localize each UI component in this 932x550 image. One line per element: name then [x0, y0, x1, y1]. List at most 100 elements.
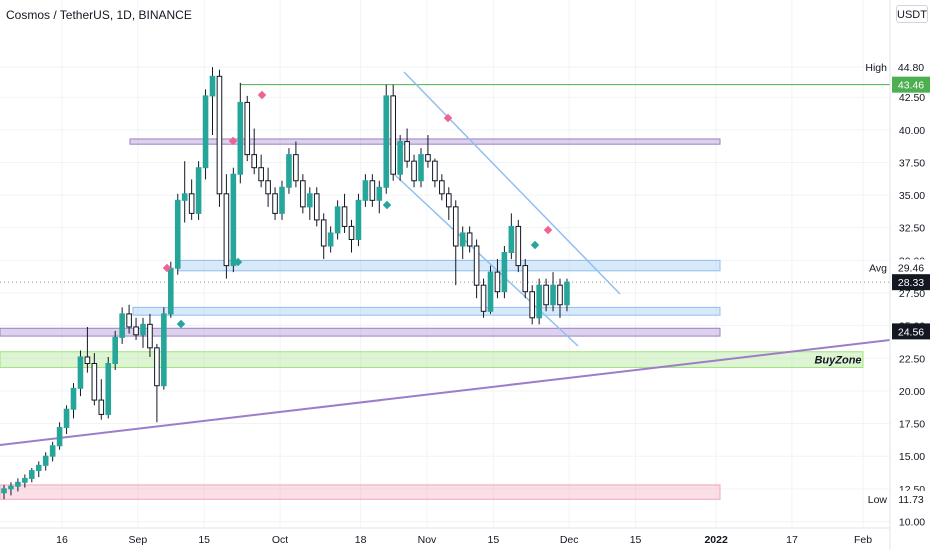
candle-body — [22, 477, 28, 483]
candle-body — [237, 101, 244, 175]
candle-body — [91, 363, 98, 401]
candle-body — [369, 180, 376, 201]
support-trendline — [0, 339, 891, 446]
y-tick-label: 27.50 — [899, 288, 925, 300]
x-tick-label: 15 — [198, 534, 210, 546]
candle-body — [404, 141, 410, 162]
candle-body — [327, 232, 334, 247]
candle-body — [466, 232, 473, 247]
x-tick-label: 15 — [487, 534, 499, 546]
price-marker-value: 44.80 — [898, 62, 924, 74]
candle-body — [49, 445, 56, 457]
candle-body — [161, 313, 167, 387]
grid — [0, 0, 890, 528]
x-tick-label: 17 — [786, 534, 798, 546]
candle-body — [293, 154, 299, 182]
candle-body — [112, 336, 119, 365]
candle-body — [522, 265, 529, 293]
candle-body — [265, 180, 271, 195]
candle-body — [313, 193, 320, 221]
candle-body — [223, 193, 230, 267]
candle-body — [480, 284, 487, 312]
y-tick-label: 15.00 — [899, 451, 925, 463]
candle-body — [154, 347, 160, 387]
candle-body — [390, 95, 396, 175]
x-tick-label: 15 — [630, 534, 642, 546]
signal-diamond — [382, 200, 392, 210]
candle-body — [8, 485, 14, 490]
candle-body — [147, 323, 153, 349]
candle-body — [98, 399, 105, 415]
candle-body — [550, 284, 556, 306]
y-tick-label: 35.00 — [899, 190, 925, 202]
signal-diamond — [228, 136, 238, 146]
price-zone — [129, 138, 721, 145]
price-marker-box — [892, 274, 930, 291]
price-marker-value: 24.56 — [898, 326, 924, 338]
candle-body — [181, 193, 188, 201]
candle-body — [244, 101, 251, 156]
price-marker-value: 11.73 — [898, 494, 924, 506]
candle-body — [126, 313, 132, 328]
price-marker-label-box — [864, 259, 888, 275]
price-marker-value: 29.46 — [898, 262, 924, 274]
candle-body — [452, 206, 459, 247]
price-marker-box — [892, 323, 930, 340]
y-tick-label: 22.50 — [899, 353, 925, 365]
candle-body — [29, 470, 35, 479]
candle-body — [258, 167, 264, 182]
signal-diamond — [257, 90, 267, 100]
price-marker-label: Low — [868, 494, 888, 506]
price-zone — [0, 351, 864, 368]
candle-body — [515, 225, 522, 267]
price-marker-box — [892, 259, 930, 276]
candle-body — [376, 186, 383, 201]
x-tick-label: Oct — [272, 534, 288, 546]
candle-body — [459, 232, 466, 247]
signal-markers — [162, 90, 553, 329]
signal-diamond — [530, 240, 540, 250]
price-marker-value: 28.33 — [898, 277, 924, 289]
candle-body — [216, 75, 223, 195]
candle-body — [105, 363, 112, 415]
price-zone — [0, 484, 721, 500]
price-marker-label: Avg — [869, 262, 887, 274]
candle-body — [432, 160, 438, 182]
candle-body — [536, 284, 542, 319]
candle-body — [564, 281, 570, 306]
price-marker-box — [892, 490, 930, 507]
candle-body — [1, 488, 7, 494]
candle-body — [63, 408, 70, 428]
candle-body — [494, 271, 501, 293]
candle-body — [487, 271, 494, 312]
price-marker-label: High — [865, 62, 887, 74]
price-marker-value: 43.46 — [898, 80, 924, 92]
candles — [1, 67, 570, 500]
candle-body — [439, 180, 445, 195]
trend-lines — [0, 71, 891, 446]
candle-body — [341, 206, 348, 227]
y-tick-label: 17.50 — [899, 419, 925, 431]
candle-body — [272, 193, 278, 214]
candle-body — [397, 141, 403, 175]
signal-diamond — [443, 113, 453, 123]
signal-diamond — [543, 225, 553, 235]
price-marker-label-box — [864, 491, 888, 507]
chart-title: Cosmos / TetherUS, 1D, BINANCE — [6, 8, 192, 22]
candle-body — [42, 455, 49, 466]
candle-body — [355, 199, 362, 240]
candle-body — [195, 167, 202, 214]
candle-body — [320, 219, 327, 247]
price-marker-box — [892, 59, 930, 76]
channel-upper — [403, 71, 621, 295]
y-tick-label: 20.00 — [899, 386, 925, 398]
currency-badge[interactable]: USDT — [896, 5, 928, 23]
x-tick-label: 18 — [355, 534, 367, 546]
candle-body — [334, 206, 341, 234]
candle-body — [140, 323, 146, 336]
candle-body — [77, 356, 84, 389]
candle-body — [543, 284, 549, 306]
y-tick-label: 40.00 — [899, 125, 925, 137]
